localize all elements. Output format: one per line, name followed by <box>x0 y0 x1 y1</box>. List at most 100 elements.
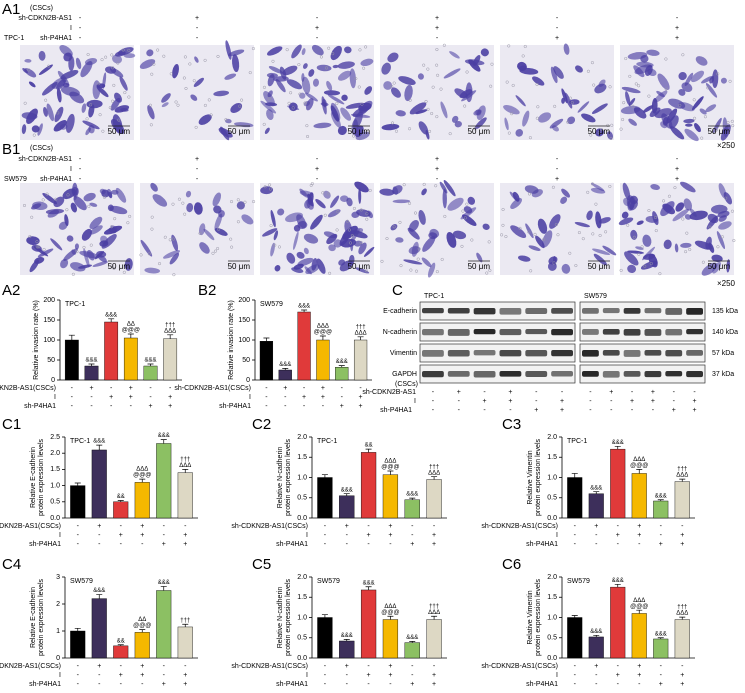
cell <box>260 100 277 114</box>
significance: ΔΔΔ <box>317 324 329 330</box>
pore <box>590 182 595 186</box>
cell <box>666 108 678 124</box>
cell <box>303 101 311 107</box>
pore <box>211 251 215 255</box>
scale-bar-label: 50 μm <box>348 127 371 136</box>
cell <box>186 203 194 213</box>
cell <box>340 195 349 202</box>
cell <box>330 195 340 208</box>
sign: + <box>283 385 287 392</box>
sign: - <box>316 15 319 22</box>
cell <box>346 197 353 207</box>
cell <box>230 103 243 113</box>
error-bar <box>74 627 81 631</box>
sign: - <box>77 523 80 530</box>
cell <box>417 73 424 80</box>
protein-name: GAPDH <box>392 371 417 378</box>
cell <box>78 264 92 269</box>
cell <box>392 185 403 195</box>
sign: + <box>321 385 325 392</box>
pore <box>22 203 27 208</box>
pore <box>535 116 539 120</box>
pore <box>171 237 175 241</box>
significance: ††† <box>429 604 439 610</box>
pore <box>566 120 570 124</box>
cell <box>88 104 95 118</box>
pore <box>364 45 368 49</box>
y-tick-label: 2.0 <box>50 450 60 457</box>
pore <box>591 232 595 236</box>
cell <box>109 67 124 78</box>
cell <box>299 92 306 99</box>
y-tick-label: 0.5 <box>297 495 307 502</box>
cell <box>75 57 82 70</box>
pore <box>598 233 602 238</box>
pore <box>139 253 143 257</box>
cell <box>348 254 355 265</box>
pore <box>174 100 178 104</box>
error-bar <box>614 445 621 450</box>
cell <box>293 231 299 250</box>
y-axis-label: protein expression levels <box>285 578 292 656</box>
cell <box>101 234 117 249</box>
significance: &&& <box>85 358 97 364</box>
cell <box>83 248 90 268</box>
y-axis-label: Relative N-cadherin <box>277 447 284 509</box>
cell <box>66 235 74 242</box>
pore <box>102 195 107 199</box>
cell <box>163 250 181 259</box>
pore <box>287 101 291 105</box>
error-bar <box>160 439 167 444</box>
cell <box>685 123 693 127</box>
cell <box>678 88 686 96</box>
micrograph <box>139 182 256 277</box>
error-bar <box>74 482 81 486</box>
scale-bar-label: 50 μm <box>708 127 731 136</box>
pore <box>310 182 314 186</box>
cell <box>308 69 315 77</box>
significance: &&& <box>279 362 291 368</box>
pore <box>590 61 594 65</box>
sign: + <box>140 663 144 670</box>
pore <box>681 217 685 221</box>
cell <box>80 61 93 78</box>
pore <box>123 91 127 95</box>
error-bar <box>147 363 154 366</box>
sign: - <box>79 25 82 32</box>
sign: + <box>162 541 166 548</box>
cell <box>560 196 568 204</box>
cell <box>333 239 343 248</box>
sign: - <box>509 407 512 414</box>
sign: - <box>556 156 559 163</box>
pore <box>268 183 272 187</box>
bar <box>631 613 647 659</box>
sign: - <box>324 523 327 530</box>
cell <box>452 230 467 240</box>
pore <box>628 74 632 78</box>
sign: + <box>675 35 679 42</box>
cell <box>26 108 38 124</box>
cell <box>28 81 36 88</box>
sign: - <box>77 672 80 679</box>
cell <box>561 263 571 274</box>
bar <box>156 443 172 519</box>
pore <box>291 106 295 110</box>
cell <box>21 124 27 135</box>
cell <box>467 196 476 205</box>
pore <box>716 72 720 76</box>
y-tick-label: 0 <box>51 377 55 384</box>
sign: + <box>119 532 123 539</box>
significance: &&& <box>590 629 602 635</box>
pore <box>345 219 350 223</box>
pore <box>207 98 211 102</box>
y-tick-label: 200 <box>238 297 250 304</box>
cell <box>633 107 647 119</box>
pore <box>487 240 491 244</box>
cell <box>674 243 679 253</box>
blot-band <box>623 329 641 336</box>
cell <box>64 214 69 227</box>
cell <box>552 125 559 132</box>
y-tick-label: 150 <box>43 317 55 324</box>
error-bar <box>127 333 134 338</box>
bar <box>353 339 368 381</box>
